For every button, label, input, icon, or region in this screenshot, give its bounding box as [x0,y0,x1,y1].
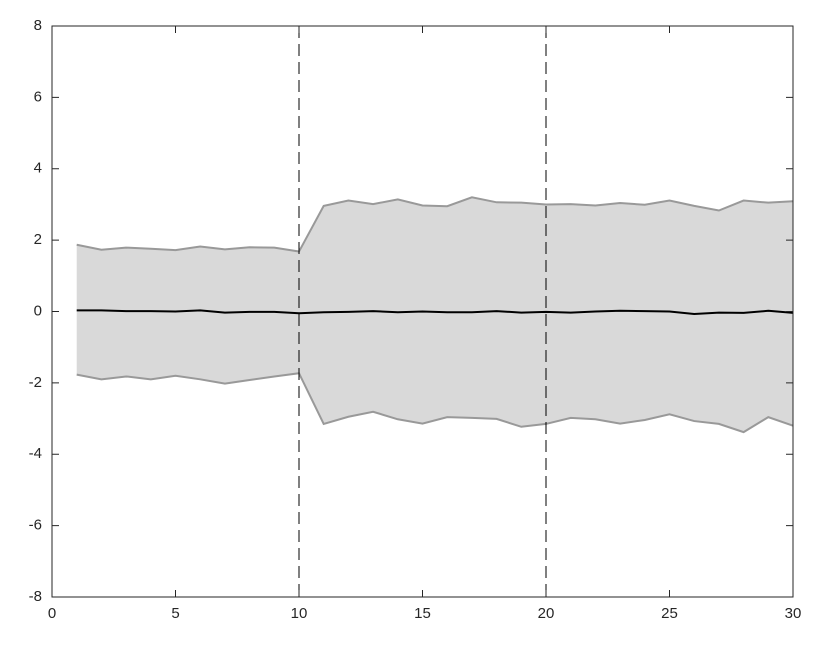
series-line [76,309,794,316]
y-tick-label: 4 [34,160,42,177]
y-tick-label: -2 [29,374,42,391]
y-tick-label: -4 [29,445,42,462]
band-area [76,197,793,433]
y-tick-label: 8 [34,17,42,34]
y-tick-label: 2 [34,231,42,248]
x-tick-label: 25 [661,605,678,622]
x-tick-label: 10 [291,605,308,622]
y-tick-label: -6 [29,517,42,534]
x-tick-label: 30 [785,605,802,622]
band-upper [76,196,794,253]
x-tick-label: 0 [48,605,56,622]
y-tick-label: -8 [29,588,42,605]
x-tick-label: 15 [414,605,431,622]
x-tick-label: 5 [171,605,179,622]
x-tick-label: 20 [538,605,555,622]
y-tick-label: 0 [34,302,42,319]
band-lower [76,372,794,434]
y-tick-label: 6 [34,88,42,105]
